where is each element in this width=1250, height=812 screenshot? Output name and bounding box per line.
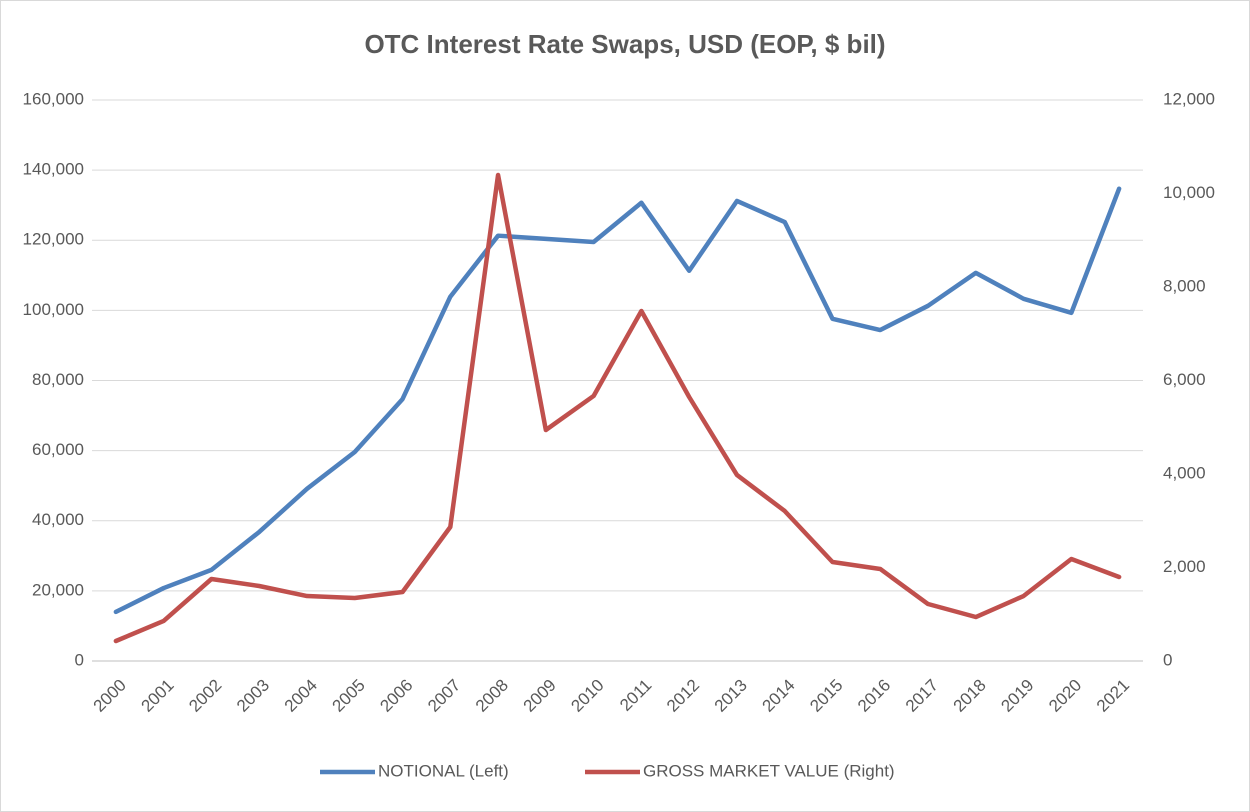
y2-tick-label: 10,000 bbox=[1163, 183, 1215, 202]
y-tick-label: 60,000 bbox=[32, 440, 84, 459]
y-tick-label: 160,000 bbox=[23, 89, 84, 108]
chart-title: OTC Interest Rate Swaps, USD (EOP, $ bil… bbox=[364, 29, 885, 59]
y-tick-label: 80,000 bbox=[32, 370, 84, 389]
y2-tick-label: 6,000 bbox=[1163, 370, 1206, 389]
y2-tick-label: 2,000 bbox=[1163, 557, 1206, 576]
y2-tick-label: 8,000 bbox=[1163, 276, 1206, 295]
legend-label: GROSS MARKET VALUE (Right) bbox=[643, 761, 895, 780]
y-tick-label: 140,000 bbox=[23, 160, 84, 179]
series-line bbox=[113, 172, 1122, 644]
y-tick-label: 120,000 bbox=[23, 230, 84, 249]
y-tick-label: 40,000 bbox=[32, 510, 84, 529]
y-tick-label: 20,000 bbox=[32, 580, 84, 599]
series-line bbox=[113, 186, 1122, 615]
y-tick-label: 100,000 bbox=[23, 300, 84, 319]
y2-tick-label: 12,000 bbox=[1163, 89, 1215, 108]
y2-tick-label: 4,000 bbox=[1163, 463, 1206, 482]
y-tick-label: 0 bbox=[75, 650, 84, 669]
legend-label: NOTIONAL (Left) bbox=[378, 761, 509, 780]
y2-tick-label: 0 bbox=[1163, 650, 1172, 669]
